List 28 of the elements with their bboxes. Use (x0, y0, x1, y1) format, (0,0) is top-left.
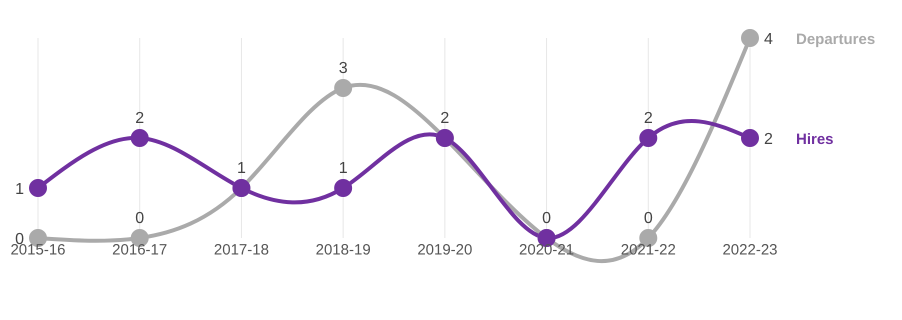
data-label: 0 (542, 210, 552, 227)
data-label: 2 (764, 131, 773, 148)
data-label: 0 (644, 210, 653, 227)
data-label: 0 (135, 210, 144, 227)
x-tick-label: 2020-21 (519, 242, 574, 259)
x-tick-label: 2016-17 (112, 242, 168, 259)
data-label: 1 (236, 160, 246, 177)
point (741, 29, 759, 47)
x-tick-label: 2022-23 (722, 242, 778, 259)
data-label: 4 (764, 31, 773, 48)
point (639, 129, 658, 147)
point (741, 129, 759, 147)
x-tick-label: 2019-20 (417, 242, 472, 259)
data-label: 2 (644, 110, 653, 127)
text: Hires (796, 131, 834, 148)
x-tick-label: 2018-19 (316, 242, 371, 259)
data-label: 2 (440, 110, 450, 127)
point (334, 179, 352, 197)
data-label: 3 (338, 60, 348, 77)
point (130, 129, 149, 147)
x-tick-label: 2021-22 (620, 242, 676, 259)
data-label: 1 (15, 181, 24, 198)
text: Departures (796, 31, 876, 48)
data-label: 1 (338, 160, 348, 177)
point (29, 179, 47, 197)
data-label: 2 (135, 110, 144, 127)
point (334, 79, 352, 97)
x-tick-label: 2017-18 (214, 242, 269, 259)
